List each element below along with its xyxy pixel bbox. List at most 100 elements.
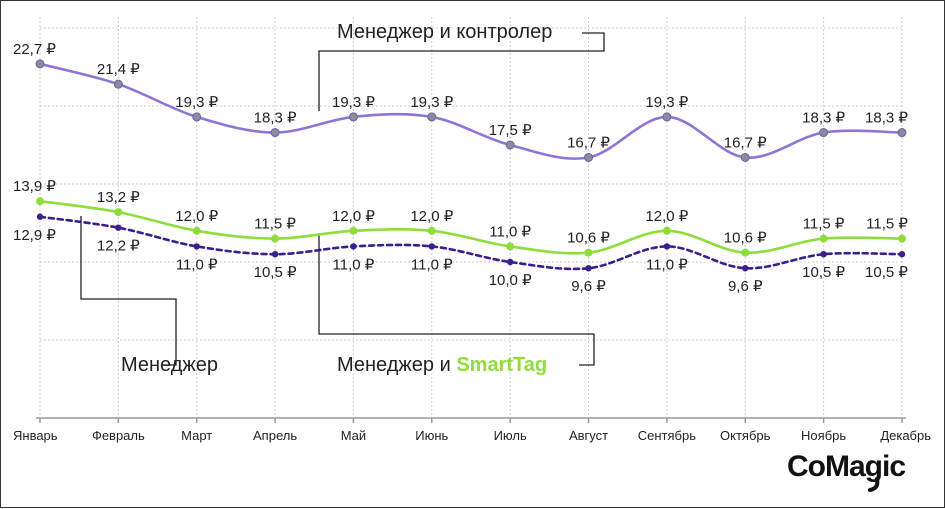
series-manager-label: 11,0 ₽ [411, 256, 453, 273]
chart-grid [36, 17, 906, 423]
series-manager-controller-point [740, 152, 750, 162]
series-manager-smarttag-label: 12,0 ₽ [410, 208, 453, 225]
series-manager-label: 12,9 ₽ [13, 227, 56, 244]
series-manager-smarttag-point [427, 226, 436, 235]
x-tick-label: Апрель [253, 428, 297, 443]
series-manager-controller-label: 17,5 ₽ [489, 122, 532, 139]
series-manager-smarttag-point [819, 234, 828, 243]
series-manager-controller-point [348, 112, 358, 122]
series-manager-label: 9,6 ₽ [571, 278, 606, 295]
series-manager-controller-point [192, 112, 202, 122]
callout-smarttag-brand: SmartTag [456, 354, 547, 376]
callout-manager-controller: Менеджер и контролер [337, 21, 552, 43]
series-manager-smarttag-point [271, 234, 280, 243]
series-manager-smarttag-point [349, 226, 358, 235]
callout-leader-line [318, 32, 605, 111]
series-manager-controller-label: 16,7 ₽ [567, 134, 610, 151]
series-manager-controller-label: 18,3 ₽ [254, 110, 297, 127]
series-manager-controller-point [270, 128, 280, 138]
series-manager-point [428, 243, 435, 250]
callout-leader-line [80, 216, 177, 366]
series-manager-controller-label: 19,3 ₽ [410, 94, 453, 111]
data-labels: 22,7 ₽ 21,4 ₽ 19,3 ₽ 18,3 ₽ 19,3 ₽ 19,3 ₽ 17,5… [13, 41, 908, 295]
series-manager-smarttag-label: 12,0 ₽ [175, 208, 218, 225]
series-manager-controller-point [505, 140, 515, 150]
series-manager-label: 10,0 ₽ [489, 272, 532, 289]
series-manager-smarttag-point [506, 242, 515, 251]
series-manager-label: 10,5 ₽ [865, 264, 908, 281]
series-manager-smarttag-line [38, 199, 904, 255]
series-manager-point [271, 251, 279, 258]
series-manager-point [115, 224, 122, 231]
series-manager-controller-point [584, 152, 594, 162]
series-manager-smarttag-point [114, 208, 123, 217]
series-manager-controller-label: 18,3 ₽ [802, 110, 845, 127]
x-tick-label: Август [569, 428, 608, 443]
series-manager-controller-label: 19,3 ₽ [332, 94, 375, 111]
series-manager-label: 12,2 ₽ [97, 238, 140, 255]
series-manager-controller-point [662, 112, 672, 122]
x-tick-label: Ноябрь [801, 428, 846, 443]
series-manager-controller-line [38, 62, 904, 160]
series-manager-controller-point [35, 59, 45, 69]
callout-manager-smarttag-prefix: Менеджер и [337, 354, 456, 376]
series-manager-label: 11,0 ₽ [333, 256, 375, 273]
series-manager-controller-label: 21,4 ₽ [97, 61, 140, 78]
callout-leaders [80, 32, 605, 366]
logo-g-tail [868, 477, 880, 492]
series-manager-controller-point [819, 128, 829, 138]
x-tick-label: Январь [13, 428, 58, 443]
callout-manager: Менеджер [121, 354, 218, 376]
series-manager-smarttag-point [192, 226, 201, 235]
callout-leader-line [318, 233, 595, 366]
series-manager-smarttag-label: 11,0 ₽ [489, 223, 531, 240]
series-manager-point [663, 243, 671, 250]
x-tick-label: Декабрь [880, 428, 931, 443]
series-manager-smarttag-label: 11,5 ₽ [254, 216, 296, 233]
x-tick-label: Сентябрь [638, 428, 696, 443]
series-manager-label: 10,5 ₽ [254, 264, 297, 281]
series-manager-point [350, 243, 357, 250]
series-manager-smarttag-label: 13,9 ₽ [13, 178, 56, 195]
series-manager-point [193, 243, 200, 250]
comagic-logo: CoMagic [787, 450, 906, 492]
comagic-logo-text: CoMagic [787, 450, 905, 483]
series-manager-point [820, 251, 827, 258]
series-manager-smarttag-point [584, 248, 593, 257]
series-manager-smarttag-label: 11,5 ₽ [866, 216, 908, 233]
series-manager-smarttag-point [36, 197, 44, 206]
x-tick-label: Июль [494, 428, 527, 443]
series-manager-controller-label: 19,3 ₽ [645, 94, 688, 111]
series-manager-smarttag-point [897, 234, 906, 243]
series-manager-smarttag-point [741, 248, 750, 257]
series-manager-label: 9,6 ₽ [728, 278, 763, 295]
series-manager-smarttag-label: 12,0 ₽ [332, 208, 375, 225]
series-manager-point [36, 213, 44, 220]
callout-manager-smarttag: Менеджер и SmartTag [337, 354, 547, 376]
series-manager-smarttag-label: 13,2 ₽ [97, 189, 140, 206]
series-manager-controller-label: 19,3 ₽ [175, 94, 218, 111]
x-axis-labels: Январь Февраль Март Апрель Май Июнь Июль Август… [13, 428, 931, 443]
series-manager-smarttag-label: 12,0 ₽ [645, 208, 688, 225]
series-points [35, 59, 907, 272]
series-manager-label: 11,0 ₽ [646, 256, 688, 273]
series-manager-controller-point [427, 112, 437, 122]
series-manager-controller-point [113, 79, 123, 89]
series-manager-smarttag-label: 11,5 ₽ [803, 216, 845, 233]
series-manager-label: 11,0 ₽ [176, 256, 218, 273]
series-manager-smarttag-label: 10,6 ₽ [724, 230, 767, 247]
series-manager-point [898, 251, 906, 258]
series-manager-point [742, 265, 749, 272]
series-manager-point [585, 265, 592, 272]
x-tick-label: Июнь [415, 428, 448, 443]
series-manager-controller-label: 18,3 ₽ [865, 110, 908, 127]
x-tick-label: Февраль [92, 428, 145, 443]
series-manager-smarttag-point [662, 226, 671, 235]
x-tick-label: Май [341, 428, 366, 443]
series-manager-smarttag-label: 10,6 ₽ [567, 230, 610, 247]
x-tick-label: Октябрь [720, 428, 771, 443]
x-tick-label: Март [181, 428, 212, 443]
series-manager-label: 10,5 ₽ [802, 264, 845, 281]
series-manager-controller-point [897, 128, 907, 138]
